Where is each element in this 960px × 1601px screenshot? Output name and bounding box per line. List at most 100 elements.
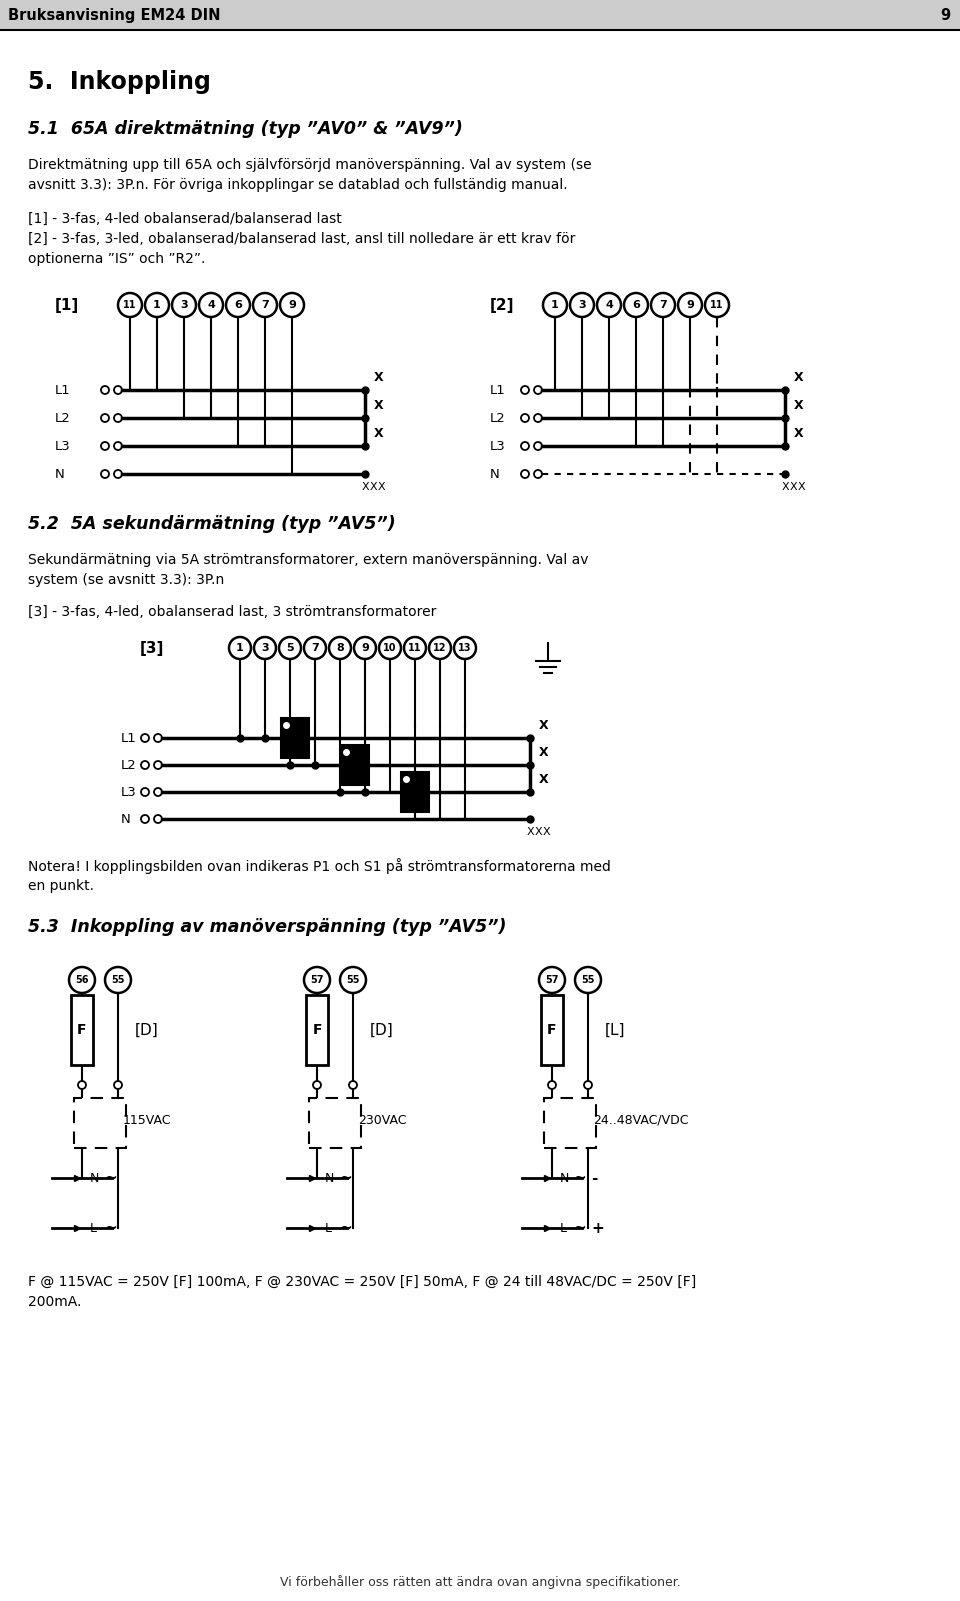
Text: 7: 7 xyxy=(311,644,319,653)
Text: 8: 8 xyxy=(336,644,344,653)
Text: 55: 55 xyxy=(111,975,125,985)
Circle shape xyxy=(226,293,250,317)
Text: X: X xyxy=(377,482,385,492)
Circle shape xyxy=(454,637,476,660)
Text: L: L xyxy=(90,1222,97,1234)
Text: L3: L3 xyxy=(490,440,506,453)
Text: Sekundärmätning via 5A strömtransformatorer, extern manöverspänning. Val av
syst: Sekundärmätning via 5A strömtransformato… xyxy=(28,552,588,586)
Text: 11: 11 xyxy=(123,299,136,311)
Circle shape xyxy=(279,637,301,660)
Bar xyxy=(341,744,369,784)
Bar xyxy=(544,1098,596,1148)
Text: 1: 1 xyxy=(154,299,161,311)
Circle shape xyxy=(199,293,223,317)
Text: [3]: [3] xyxy=(140,640,164,655)
Text: 1: 1 xyxy=(236,644,244,653)
Bar xyxy=(71,994,93,1065)
Text: L2: L2 xyxy=(490,411,506,424)
Text: 12: 12 xyxy=(433,644,446,653)
Circle shape xyxy=(543,293,567,317)
Text: [3] - 3-fas, 4-led, obalanserad last, 3 strömtransformatorer: [3] - 3-fas, 4-led, obalanserad last, 3 … xyxy=(28,605,437,620)
Text: ~: ~ xyxy=(104,1220,117,1236)
Text: 5.3  Inkoppling av manöverspänning (typ ”AV5”): 5.3 Inkoppling av manöverspänning (typ ”… xyxy=(28,917,507,937)
Text: X: X xyxy=(361,482,369,492)
Text: F: F xyxy=(77,1023,86,1037)
Text: Bruksanvisning EM24 DIN: Bruksanvisning EM24 DIN xyxy=(8,8,221,22)
Text: N: N xyxy=(121,812,131,826)
Text: N: N xyxy=(490,467,500,480)
Text: 13: 13 xyxy=(458,644,471,653)
Circle shape xyxy=(705,293,729,317)
Circle shape xyxy=(678,293,702,317)
Bar xyxy=(0,0,960,30)
Text: L1: L1 xyxy=(55,384,71,397)
Text: F: F xyxy=(547,1023,557,1037)
Text: [2]: [2] xyxy=(490,298,515,312)
Circle shape xyxy=(597,293,621,317)
Text: X: X xyxy=(540,746,549,759)
Text: Notera! I kopplingsbilden ovan indikeras P1 och S1 på strömtransformatorerna med: Notera! I kopplingsbilden ovan indikeras… xyxy=(28,858,611,893)
Circle shape xyxy=(253,293,277,317)
Text: N: N xyxy=(560,1172,569,1185)
Text: [L]: [L] xyxy=(605,1023,626,1037)
Text: X: X xyxy=(794,427,804,440)
Text: [D]: [D] xyxy=(370,1023,394,1037)
Text: L3: L3 xyxy=(121,786,136,799)
Text: X: X xyxy=(797,482,804,492)
Text: Vi förbehåller oss rätten att ändra ovan angivna specifikationer.: Vi förbehåller oss rätten att ändra ovan… xyxy=(279,1575,681,1588)
Text: 55: 55 xyxy=(347,975,360,985)
Circle shape xyxy=(304,967,330,993)
Text: L2: L2 xyxy=(121,759,136,772)
Text: 3: 3 xyxy=(261,644,269,653)
Text: X: X xyxy=(540,719,549,732)
Circle shape xyxy=(304,637,326,660)
Circle shape xyxy=(118,293,142,317)
Text: L2: L2 xyxy=(55,411,71,424)
Circle shape xyxy=(145,293,169,317)
Text: N: N xyxy=(325,1172,334,1185)
Text: 57: 57 xyxy=(545,975,559,985)
Text: N: N xyxy=(55,467,64,480)
Text: 55: 55 xyxy=(581,975,595,985)
Text: 56: 56 xyxy=(75,975,88,985)
Circle shape xyxy=(69,967,95,993)
Text: X: X xyxy=(374,371,384,384)
Text: 5.  Inkoppling: 5. Inkoppling xyxy=(28,70,211,94)
Text: X: X xyxy=(781,482,789,492)
Text: L1: L1 xyxy=(490,384,506,397)
Text: 57: 57 xyxy=(310,975,324,985)
Text: ~ +: ~ + xyxy=(574,1220,605,1236)
Circle shape xyxy=(570,293,594,317)
Circle shape xyxy=(651,293,675,317)
Circle shape xyxy=(379,637,401,660)
Circle shape xyxy=(329,637,351,660)
Bar xyxy=(306,994,328,1065)
Text: 4: 4 xyxy=(207,299,215,311)
Circle shape xyxy=(105,967,131,993)
Text: 11: 11 xyxy=(408,644,421,653)
Circle shape xyxy=(404,637,426,660)
Bar xyxy=(401,772,429,812)
Bar xyxy=(74,1098,126,1148)
Circle shape xyxy=(172,293,196,317)
Text: 9: 9 xyxy=(940,8,950,22)
Text: 9: 9 xyxy=(288,299,296,311)
Text: X: X xyxy=(526,828,534,837)
Text: L3: L3 xyxy=(55,440,71,453)
Text: 230VAC: 230VAC xyxy=(358,1114,406,1127)
Text: X: X xyxy=(540,773,549,786)
Text: 4: 4 xyxy=(605,299,612,311)
Text: F: F xyxy=(312,1023,322,1037)
Text: F @ 115VAC = 250V [F] 100mA, F @ 230VAC = 250V [F] 50mA, F @ 24 till 48VAC/DC = : F @ 115VAC = 250V [F] 100mA, F @ 230VAC … xyxy=(28,1274,696,1308)
Bar xyxy=(541,994,563,1065)
Text: [1]: [1] xyxy=(55,298,80,312)
Text: 115VAC: 115VAC xyxy=(123,1114,172,1127)
Text: X: X xyxy=(370,482,377,492)
Circle shape xyxy=(575,967,601,993)
Text: X: X xyxy=(794,371,804,384)
Text: N: N xyxy=(90,1172,100,1185)
Text: 6: 6 xyxy=(234,299,242,311)
Text: ~: ~ xyxy=(104,1170,117,1185)
Text: Direktmätning upp till 65A och självförsörjd manöverspänning. Val av system (se
: Direktmätning upp till 65A och självförs… xyxy=(28,158,591,192)
Text: 3: 3 xyxy=(578,299,586,311)
